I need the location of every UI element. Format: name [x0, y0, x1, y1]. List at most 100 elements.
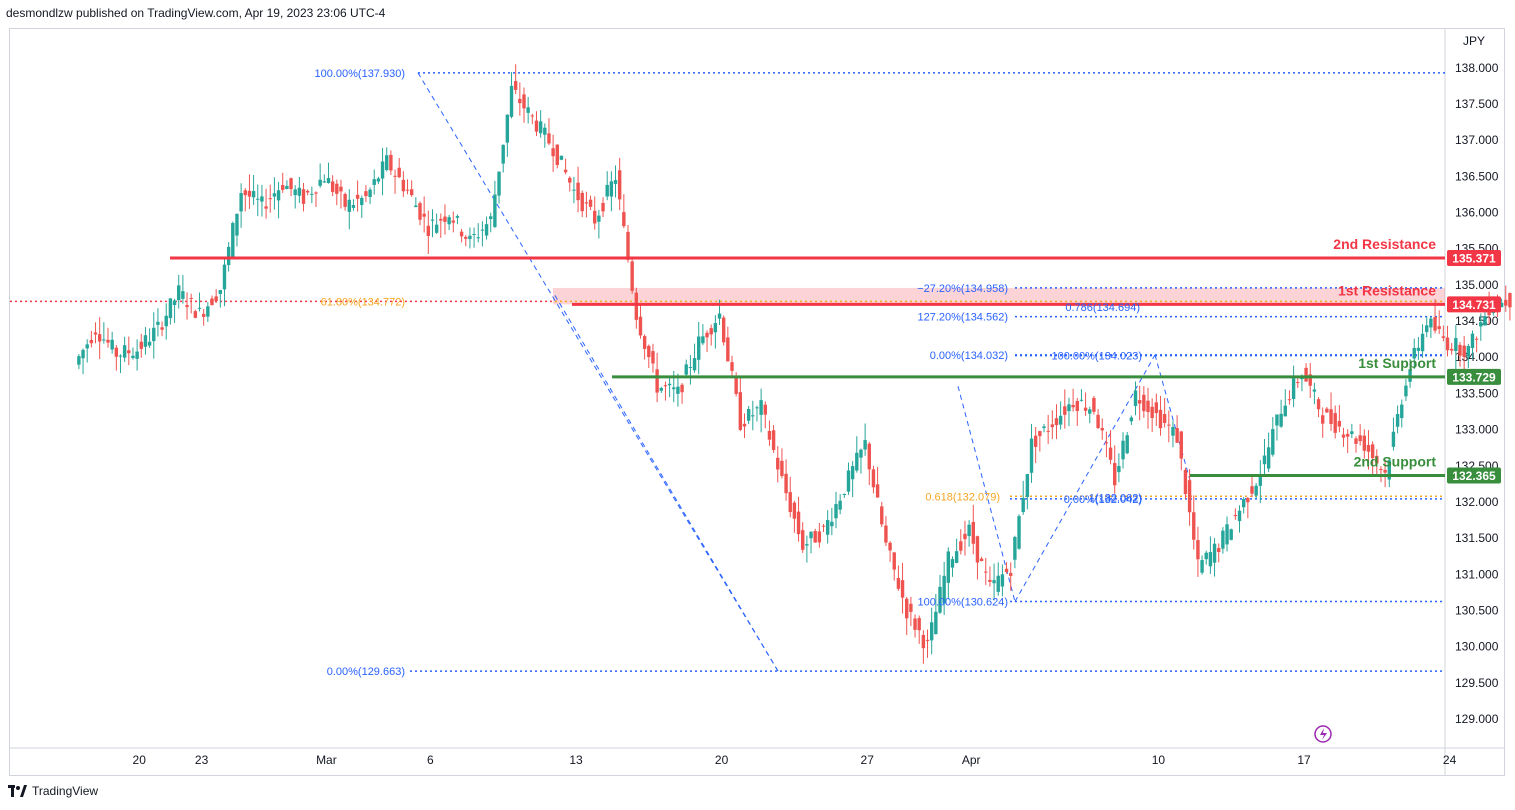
- candle-body: [1025, 474, 1030, 497]
- candle-body: [942, 575, 946, 604]
- candle-body: [967, 524, 971, 537]
- candle-body: [896, 577, 901, 589]
- fib-label: 0.00%(132.042): [1064, 494, 1142, 506]
- candle-body: [1275, 414, 1279, 426]
- candle-body: [1466, 345, 1471, 357]
- candle-body: [326, 177, 331, 184]
- candle-body: [443, 216, 447, 222]
- candle-body: [1383, 469, 1387, 473]
- candle-body: [1079, 399, 1084, 401]
- candle-body: [609, 181, 614, 197]
- candle-body: [1013, 537, 1017, 560]
- candle-body: [409, 189, 414, 196]
- candle-body: [572, 189, 576, 191]
- candle-body: [401, 179, 406, 192]
- candle-body: [588, 199, 593, 207]
- candle-body: [580, 192, 584, 212]
- fib-label: 100.00%(134.023): [1051, 351, 1142, 363]
- candle-body: [746, 408, 751, 421]
- candle-body: [742, 423, 747, 427]
- x-tick-label: 23: [195, 753, 209, 767]
- candle-body: [260, 196, 264, 202]
- candle-body: [1050, 424, 1055, 428]
- candle-body: [892, 552, 896, 570]
- candle-body: [335, 183, 339, 194]
- candle-body: [1362, 435, 1367, 451]
- x-tick-label: 10: [1152, 753, 1166, 767]
- candle-body: [397, 167, 401, 178]
- chart-frame: [9, 28, 1505, 776]
- candle-body: [1354, 438, 1358, 444]
- fib-trend-line: [1014, 354, 1156, 602]
- candle-body: [555, 144, 559, 165]
- candle-body: [1333, 413, 1337, 433]
- candle-body: [1175, 428, 1179, 443]
- candle-body: [276, 190, 281, 201]
- candle-body: [168, 298, 173, 319]
- candle-body: [426, 225, 431, 236]
- candle-body: [497, 171, 501, 196]
- candle-body: [1204, 552, 1208, 560]
- candle-body: [351, 205, 356, 208]
- candle-body: [688, 367, 693, 369]
- candle-body: [1474, 338, 1479, 340]
- candle-body: [1125, 435, 1129, 454]
- candle-body: [846, 470, 851, 492]
- candle-body: [709, 328, 713, 335]
- candle-body: [330, 181, 335, 192]
- y-tick-label: 137.000: [1455, 133, 1499, 147]
- candle-body: [617, 170, 622, 200]
- candle-body: [788, 492, 792, 513]
- candle-body: [801, 530, 805, 550]
- candle-body: [389, 154, 393, 171]
- candle-body: [1412, 347, 1416, 359]
- candle-body: [1420, 333, 1425, 352]
- candle-body: [1046, 430, 1050, 432]
- fib-label: −27.20%(134.958): [917, 283, 1008, 295]
- candle-body: [380, 161, 385, 179]
- candle-body: [522, 94, 526, 109]
- candle-body: [1470, 333, 1475, 349]
- candle-body: [1183, 469, 1188, 495]
- candle-body: [1029, 438, 1034, 473]
- candle-body: [1208, 552, 1213, 567]
- candle-body: [979, 558, 984, 562]
- candle-body: [1233, 514, 1238, 517]
- candle-body: [1063, 406, 1067, 415]
- candle-body: [305, 190, 310, 193]
- candle-body: [642, 336, 647, 349]
- candle-body: [430, 219, 435, 221]
- candle-body: [530, 115, 535, 117]
- candle-body: [318, 179, 322, 186]
- candle-body: [809, 531, 813, 539]
- candle-body: [900, 580, 905, 598]
- candle-body: [102, 339, 106, 341]
- candle-body: [1329, 409, 1333, 424]
- candle-body: [917, 618, 921, 631]
- x-tick-label: 24: [1443, 753, 1457, 767]
- candle-body: [701, 336, 705, 344]
- candle-body: [110, 339, 114, 350]
- candle-body: [755, 407, 759, 409]
- candle-body: [1021, 497, 1025, 513]
- candle-body: [147, 341, 152, 346]
- candle-body: [726, 337, 730, 362]
- candle-body: [172, 300, 177, 306]
- y-tick-label: 138.000: [1455, 61, 1499, 75]
- candle-body: [1129, 417, 1134, 422]
- candle-body: [1017, 516, 1021, 549]
- candle-body: [459, 231, 464, 237]
- candle-body: [821, 525, 826, 527]
- candle-body: [1479, 322, 1483, 327]
- candle-body: [713, 323, 718, 333]
- x-tick-label: 27: [861, 753, 875, 767]
- candle-body: [1187, 480, 1192, 513]
- candle-body: [77, 356, 81, 365]
- candle-body: [405, 189, 410, 191]
- footer-brand[interactable]: TradingView: [8, 784, 98, 798]
- candle-body: [1358, 435, 1362, 442]
- candle-body: [476, 237, 480, 239]
- price-tag: [1447, 250, 1501, 267]
- candle-body: [434, 224, 439, 233]
